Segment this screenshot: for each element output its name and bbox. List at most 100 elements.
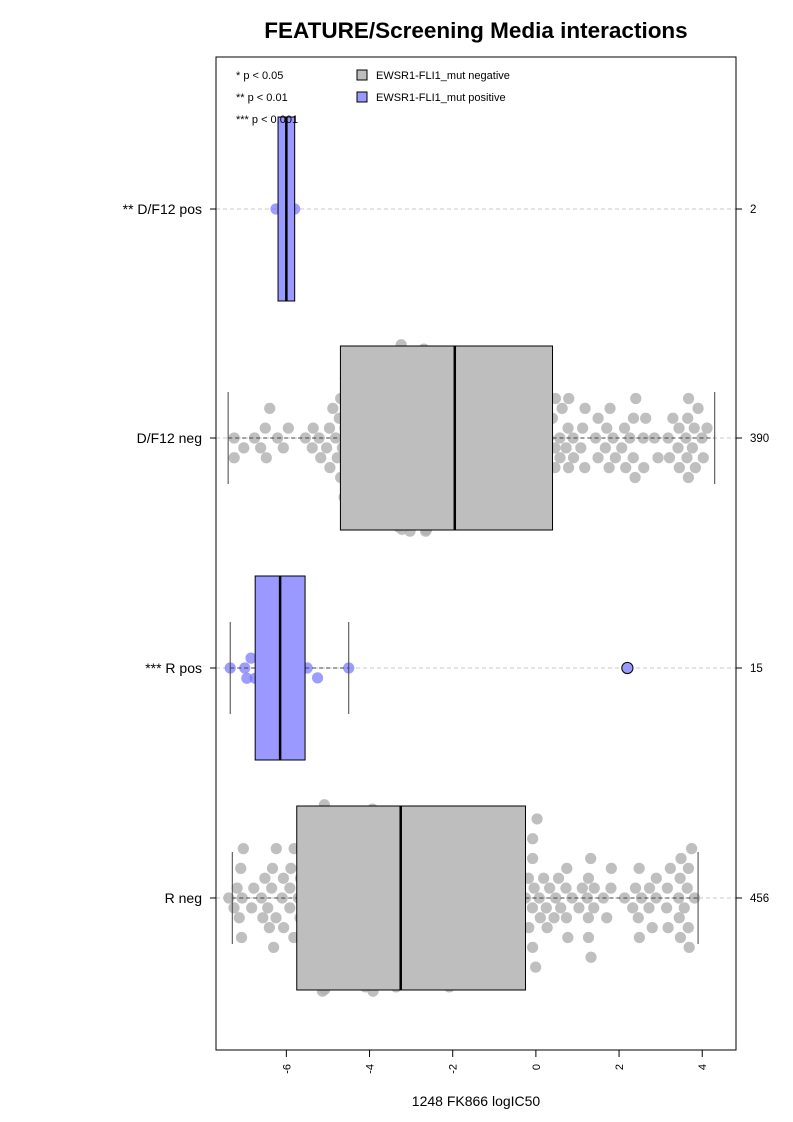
data-point-3-0: [223, 892, 235, 904]
data-point-3-18: [270, 912, 282, 924]
data-point-3-280: [683, 941, 695, 953]
data-point-1-225: [663, 452, 676, 464]
data-point-3-257: [629, 882, 642, 894]
data-point-3-269: [662, 922, 674, 934]
data-point-3-267: [661, 902, 673, 914]
data-point-1-205: [599, 442, 611, 454]
data-point-3-263: [643, 882, 656, 894]
data-point-3-11: [257, 912, 269, 924]
legend-swatch-1: [356, 91, 368, 103]
group-count-2: 15: [750, 663, 763, 675]
data-point-1-193: [562, 422, 574, 434]
legend-swatch-0: [356, 69, 368, 81]
data-point-1-0: [228, 432, 240, 444]
data-point-3-247: [585, 852, 597, 865]
data-point-1-210: [609, 452, 621, 464]
data-point-1-221: [640, 412, 652, 424]
data-point-1-213: [620, 462, 632, 474]
data-point-3-235: [555, 902, 567, 914]
data-point-1-18: [324, 462, 336, 474]
data-point-1-236: [688, 422, 700, 434]
data-point-1-219: [637, 432, 649, 444]
data-point-3-270: [664, 862, 676, 874]
legend-label-1: EWSR1-FLI1_mut positive: [376, 92, 506, 104]
data-point-1-228: [673, 422, 685, 434]
data-point-3-268: [661, 882, 673, 894]
data-point-3-266: [650, 872, 662, 884]
data-point-1-203: [592, 452, 604, 464]
data-point-1-10: [282, 422, 294, 434]
data-point-3-248: [585, 951, 597, 963]
axes-layer: ** D/F12 pos 2 D/F12 neg 390 *** R pos 15 R ne…: [123, 56, 769, 1074]
data-point-3-7: [237, 843, 249, 855]
data-point-3-223: [528, 882, 540, 894]
data-point-1-241: [701, 422, 713, 434]
data-point-3-246: [582, 931, 595, 944]
data-point-1-2: [238, 442, 250, 454]
data-point-3-2: [231, 882, 243, 894]
data-point-1-206: [601, 422, 613, 434]
data-point-2-14: [311, 672, 324, 684]
data-point-1-216: [627, 412, 640, 424]
legend-significance-2: *** p < 0.001: [236, 114, 298, 126]
data-point-3-278: [682, 922, 694, 934]
data-point-3-273: [674, 872, 686, 884]
data-point-3-23: [284, 902, 296, 914]
data-point-1-198: [575, 442, 587, 454]
group-count-0: 2: [750, 204, 756, 216]
data-point-3-256: [627, 902, 639, 914]
data-point-1-1: [228, 452, 240, 464]
data-point-3-237: [560, 912, 573, 924]
data-point-3-12: [259, 872, 271, 884]
data-point-3-272: [673, 912, 685, 924]
data-point-1-199: [577, 422, 589, 434]
data-point-3-221: [527, 941, 539, 953]
data-point-1-13: [307, 422, 319, 434]
data-point-3-276: [678, 902, 690, 914]
data-point-3-226: [533, 892, 545, 904]
data-point-1-226: [667, 412, 679, 424]
data-point-1-237: [689, 462, 701, 474]
data-point-1-6: [260, 452, 272, 464]
data-point-3-262: [643, 902, 655, 914]
data-point-1-191: [556, 402, 568, 414]
data-point-3-281: [686, 843, 698, 855]
data-point-3-265: [650, 892, 662, 904]
data-point-3-241: [573, 902, 585, 914]
data-point-3-8: [246, 902, 258, 914]
data-point-1-238: [692, 402, 704, 414]
group-count-1: 390: [750, 433, 769, 445]
data-point-1-12: [306, 442, 318, 454]
data-point-1-215: [627, 452, 639, 464]
x-tick-label-3: 0: [531, 1064, 543, 1070]
data-point-1-229: [673, 462, 685, 474]
data-point-3-249: [588, 902, 600, 914]
data-point-1-240: [697, 452, 709, 464]
plot-frame: [215, 56, 737, 1051]
data-point-3-234: [552, 872, 565, 884]
data-point-1-17: [323, 422, 336, 434]
data-point-3-224: [530, 961, 542, 973]
data-point-3-230: [541, 922, 553, 934]
data-point-1-3: [248, 432, 261, 444]
data-point-3-25: [285, 862, 297, 874]
group-label-1: D/F12 neg: [137, 430, 202, 446]
data-point-3-228: [538, 872, 550, 884]
data-point-3-245: [582, 872, 595, 884]
box-3: [296, 805, 526, 991]
data-point-3-13: [262, 902, 274, 914]
data-point-1-207: [603, 462, 615, 474]
data-point-3-15: [266, 882, 278, 894]
data-point-3-1: [228, 902, 240, 914]
chart-title: FEATURE/Screening Media interactions: [264, 18, 687, 43]
data-point-1-235: [686, 442, 699, 454]
data-point-1-204: [592, 412, 604, 424]
box-1: [339, 345, 554, 531]
data-point-1-190: [554, 452, 566, 464]
data-point-3-271: [673, 892, 685, 904]
group-label-0: ** D/F12 pos: [123, 201, 202, 217]
data-point-3-17: [268, 941, 280, 953]
data-point-1-232: [682, 412, 694, 424]
data-point-3-220: [527, 852, 539, 865]
